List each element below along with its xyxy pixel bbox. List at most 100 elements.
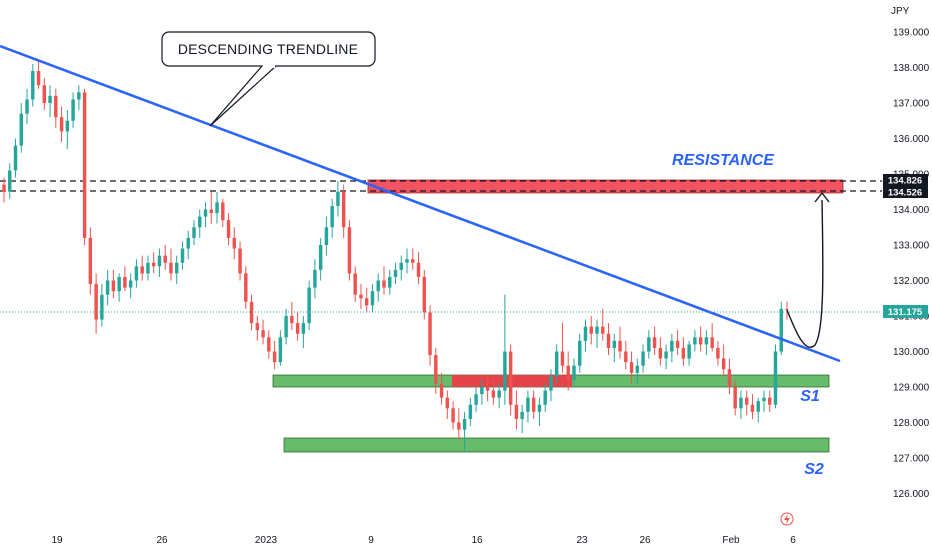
candle-body[interactable] <box>578 340 582 366</box>
candle-body[interactable] <box>65 120 70 132</box>
candle-body[interactable] <box>675 340 680 348</box>
candle-body[interactable] <box>146 262 150 274</box>
candle-body[interactable] <box>434 355 438 384</box>
support-2-zone[interactable] <box>283 437 830 453</box>
candle-body[interactable] <box>716 347 720 359</box>
candle-body[interactable] <box>163 255 167 263</box>
candle-body[interactable] <box>376 280 380 292</box>
candle-body[interactable] <box>641 351 645 366</box>
candle-body[interactable] <box>232 237 237 249</box>
candle-body[interactable] <box>514 404 519 419</box>
candle-body[interactable] <box>664 351 668 359</box>
candle-body[interactable] <box>215 202 219 214</box>
candle-body[interactable] <box>560 351 565 366</box>
candle-body[interactable] <box>503 351 507 391</box>
candle-body[interactable] <box>313 269 317 288</box>
candle-body[interactable] <box>249 301 254 324</box>
candle-body[interactable] <box>238 248 242 274</box>
candle-body[interactable] <box>601 326 605 334</box>
candle-body[interactable] <box>278 337 283 363</box>
candle-body[interactable] <box>704 337 709 345</box>
candle-body[interactable] <box>670 340 674 352</box>
candle-body[interactable] <box>583 326 588 341</box>
candle-body[interactable] <box>773 351 778 405</box>
candle-body[interactable] <box>307 287 311 324</box>
candle-body[interactable] <box>272 351 277 363</box>
candle-body[interactable] <box>105 280 110 295</box>
candle-body[interactable] <box>508 351 513 405</box>
candle-body[interactable] <box>100 294 104 320</box>
candle-body[interactable] <box>445 397 450 409</box>
candle-body[interactable] <box>629 362 634 373</box>
candle-body[interactable] <box>779 308 783 352</box>
candle-body[interactable] <box>727 369 732 387</box>
candle-body[interactable] <box>681 347 686 359</box>
candle-body[interactable] <box>284 316 288 338</box>
candle-body[interactable] <box>531 397 536 412</box>
candle-body[interactable] <box>13 145 18 171</box>
candle-body[interactable] <box>347 227 352 274</box>
candle-body[interactable] <box>710 337 714 348</box>
candle-body[interactable] <box>554 351 559 377</box>
candle-body[interactable] <box>462 418 467 430</box>
candle-body[interactable] <box>330 205 334 228</box>
candle-body[interactable] <box>48 95 52 103</box>
candle-body[interactable] <box>151 262 156 267</box>
candle-body[interactable] <box>491 390 496 398</box>
candle-body[interactable] <box>244 273 248 302</box>
candle-body[interactable] <box>341 191 346 228</box>
candle-body[interactable] <box>2 184 6 192</box>
candle-body[interactable] <box>537 404 542 412</box>
candle-body[interactable] <box>267 337 271 352</box>
candle-body[interactable] <box>25 99 29 114</box>
candle-body[interactable] <box>756 401 760 412</box>
candle-body[interactable] <box>652 337 657 348</box>
candle-body[interactable] <box>59 117 64 132</box>
candle-body[interactable] <box>364 298 369 306</box>
candle-body[interactable] <box>422 276 427 313</box>
candle-body[interactable] <box>647 337 651 352</box>
candle-body[interactable] <box>353 273 357 295</box>
candle-body[interactable] <box>543 390 547 405</box>
candle-body[interactable] <box>416 262 421 277</box>
candle-body[interactable] <box>82 92 87 238</box>
candle-body[interactable] <box>768 397 772 405</box>
candle-body[interactable] <box>457 422 461 430</box>
candle-body[interactable] <box>388 276 392 288</box>
candle-body[interactable] <box>526 397 530 412</box>
candle-body[interactable] <box>370 291 375 306</box>
candle-body[interactable] <box>595 326 599 334</box>
candle-body[interactable] <box>658 347 663 359</box>
candle-body[interactable] <box>174 262 179 274</box>
candle-body[interactable] <box>318 245 323 270</box>
candle-body[interactable] <box>180 248 185 263</box>
candle-body[interactable] <box>468 404 473 419</box>
candle-body[interactable] <box>157 255 162 267</box>
descending-trendline[interactable] <box>0 44 841 363</box>
candle-body[interactable] <box>549 376 553 391</box>
candle-body[interactable] <box>618 340 622 352</box>
candle-body[interactable] <box>186 237 190 249</box>
candle-body[interactable] <box>520 411 524 419</box>
candle-body[interactable] <box>572 365 576 380</box>
candle-body[interactable] <box>624 351 628 363</box>
candle-body[interactable] <box>382 280 386 288</box>
candle-body[interactable] <box>635 365 640 373</box>
candle-body[interactable] <box>785 308 789 310</box>
candle-body[interactable] <box>128 280 133 288</box>
candle-body[interactable] <box>31 71 35 100</box>
candle-body[interactable] <box>733 387 737 409</box>
candle-body[interactable] <box>261 330 265 338</box>
candle-body[interactable] <box>134 266 139 281</box>
candle-body[interactable] <box>739 397 743 409</box>
candle-body[interactable] <box>744 397 749 405</box>
candle-body[interactable] <box>226 220 231 238</box>
candle-body[interactable] <box>94 284 98 320</box>
candle-body[interactable] <box>221 202 225 221</box>
candle-body[interactable] <box>88 237 93 285</box>
candle-body[interactable] <box>198 216 202 228</box>
candle-body[interactable] <box>209 209 213 214</box>
candle-body[interactable] <box>336 191 340 206</box>
candle-body[interactable] <box>451 408 455 423</box>
candle-body[interactable] <box>111 280 116 292</box>
